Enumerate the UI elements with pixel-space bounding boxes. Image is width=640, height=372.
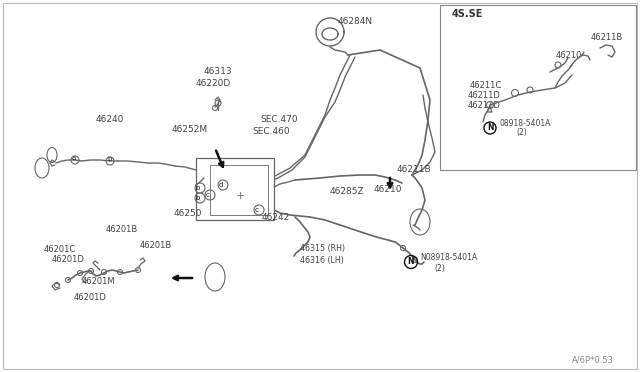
Text: c: c bbox=[206, 192, 210, 198]
Text: 46242: 46242 bbox=[262, 214, 291, 222]
Text: (2): (2) bbox=[434, 264, 445, 273]
Text: 46285Z: 46285Z bbox=[330, 187, 365, 196]
Text: c: c bbox=[255, 207, 259, 213]
Text: 46210: 46210 bbox=[374, 186, 403, 195]
Text: b: b bbox=[196, 195, 200, 201]
Bar bbox=[440, 5, 636, 170]
Text: 46211D: 46211D bbox=[468, 92, 501, 100]
Text: 46201C: 46201C bbox=[44, 246, 76, 254]
Text: N08918-5401A: N08918-5401A bbox=[420, 253, 477, 263]
Text: 46313: 46313 bbox=[204, 67, 232, 77]
Text: 46316 (LH): 46316 (LH) bbox=[300, 256, 344, 264]
Text: 46315 (RH): 46315 (RH) bbox=[300, 244, 345, 253]
Text: (2): (2) bbox=[516, 128, 527, 138]
Text: N: N bbox=[408, 257, 414, 266]
Bar bbox=[196, 158, 274, 220]
Text: 46284N: 46284N bbox=[338, 17, 373, 26]
Text: 46201M: 46201M bbox=[82, 278, 116, 286]
Text: SEC.470: SEC.470 bbox=[260, 115, 298, 125]
Text: 46211B: 46211B bbox=[591, 33, 623, 42]
Text: 46220D: 46220D bbox=[196, 78, 231, 87]
Text: 46250: 46250 bbox=[174, 209, 202, 218]
Text: A/6P*0.53: A/6P*0.53 bbox=[572, 356, 614, 365]
Text: b: b bbox=[196, 185, 200, 191]
Text: 46211B: 46211B bbox=[397, 166, 431, 174]
Text: 4S.SE: 4S.SE bbox=[452, 9, 483, 19]
Text: d: d bbox=[219, 182, 223, 188]
Text: b: b bbox=[107, 156, 111, 162]
Text: 46210: 46210 bbox=[556, 51, 582, 61]
Bar bbox=[210, 165, 268, 215]
Text: +: + bbox=[236, 191, 244, 201]
Text: 46240: 46240 bbox=[96, 115, 124, 125]
Text: 46201B: 46201B bbox=[140, 241, 172, 250]
Text: 46211C: 46211C bbox=[470, 81, 502, 90]
Text: a: a bbox=[72, 155, 76, 161]
Text: SEC.460: SEC.460 bbox=[252, 128, 290, 137]
Text: N: N bbox=[487, 124, 493, 132]
Text: 46201B: 46201B bbox=[106, 225, 138, 234]
Text: 46201D: 46201D bbox=[52, 256, 85, 264]
Text: 08918-5401A: 08918-5401A bbox=[500, 119, 552, 128]
Text: 46201D: 46201D bbox=[74, 294, 107, 302]
Text: 46211D: 46211D bbox=[468, 102, 501, 110]
Text: 46252M: 46252M bbox=[172, 125, 208, 135]
